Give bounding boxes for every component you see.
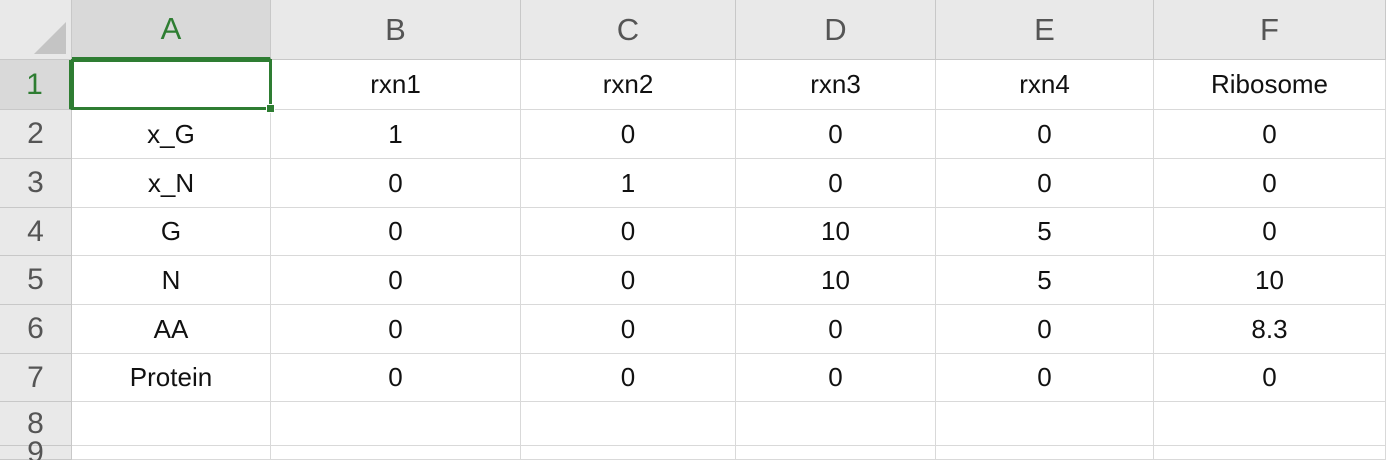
cell-a4[interactable]: G: [72, 208, 271, 256]
cell-c8[interactable]: [521, 402, 736, 446]
cell-f4[interactable]: 0: [1154, 208, 1386, 256]
cell-c5[interactable]: 0: [521, 256, 736, 305]
cell-a8[interactable]: [72, 402, 271, 446]
cell-e9[interactable]: [936, 446, 1154, 460]
cell-a9[interactable]: [72, 446, 271, 460]
column-header-d[interactable]: D: [736, 0, 936, 60]
cell-c4[interactable]: 0: [521, 208, 736, 256]
cell-a5[interactable]: N: [72, 256, 271, 305]
cell-d9[interactable]: [736, 446, 936, 460]
cell-f9[interactable]: [1154, 446, 1386, 460]
cell-a6[interactable]: AA: [72, 305, 271, 354]
row-header-6[interactable]: 6: [0, 305, 72, 354]
row-header-1[interactable]: 1: [0, 60, 72, 110]
row-header-4[interactable]: 4: [0, 208, 72, 256]
select-all-corner[interactable]: [0, 0, 72, 60]
cell-e2[interactable]: 0: [936, 110, 1154, 159]
cell-d8[interactable]: [736, 402, 936, 446]
row-header-5[interactable]: 5: [0, 256, 72, 305]
cell-f8[interactable]: [1154, 402, 1386, 446]
cell-b6[interactable]: 0: [271, 305, 521, 354]
cell-d7[interactable]: 0: [736, 354, 936, 402]
cell-d5[interactable]: 10: [736, 256, 936, 305]
column-header-f[interactable]: F: [1154, 0, 1386, 60]
cell-f3[interactable]: 0: [1154, 159, 1386, 208]
row-header-3[interactable]: 3: [0, 159, 72, 208]
cell-b7[interactable]: 0: [271, 354, 521, 402]
column-header-e[interactable]: E: [936, 0, 1154, 60]
cell-f7[interactable]: 0: [1154, 354, 1386, 402]
row-header-7[interactable]: 7: [0, 354, 72, 402]
cell-f5[interactable]: 10: [1154, 256, 1386, 305]
column-header-a[interactable]: A: [72, 0, 271, 60]
row-header-8[interactable]: 8: [0, 402, 72, 446]
cell-d1[interactable]: rxn3: [736, 60, 936, 110]
select-all-triangle-icon: [34, 22, 66, 54]
column-header-b[interactable]: B: [271, 0, 521, 60]
fill-handle[interactable]: [266, 104, 275, 113]
cell-c6[interactable]: 0: [521, 305, 736, 354]
cell-e8[interactable]: [936, 402, 1154, 446]
cell-b8[interactable]: [271, 402, 521, 446]
cell-f1[interactable]: Ribosome: [1154, 60, 1386, 110]
cell-c2[interactable]: 0: [521, 110, 736, 159]
cell-c9[interactable]: [521, 446, 736, 460]
cell-a7[interactable]: Protein: [72, 354, 271, 402]
cell-d2[interactable]: 0: [736, 110, 936, 159]
cell-e4[interactable]: 5: [936, 208, 1154, 256]
cell-a3[interactable]: x_N: [72, 159, 271, 208]
cell-b3[interactable]: 0: [271, 159, 521, 208]
cell-a2[interactable]: x_G: [72, 110, 271, 159]
column-header-c[interactable]: C: [521, 0, 736, 60]
cell-e3[interactable]: 0: [936, 159, 1154, 208]
cell-c1[interactable]: rxn2: [521, 60, 736, 110]
cell-c3[interactable]: 1: [521, 159, 736, 208]
cell-d6[interactable]: 0: [736, 305, 936, 354]
cell-e5[interactable]: 5: [936, 256, 1154, 305]
cell-d3[interactable]: 0: [736, 159, 936, 208]
cell-b9[interactable]: [271, 446, 521, 460]
cell-a1[interactable]: [72, 60, 271, 110]
cell-e7[interactable]: 0: [936, 354, 1154, 402]
cell-b1[interactable]: rxn1: [271, 60, 521, 110]
cell-e6[interactable]: 0: [936, 305, 1154, 354]
cell-e1[interactable]: rxn4: [936, 60, 1154, 110]
cell-b4[interactable]: 0: [271, 208, 521, 256]
cell-b5[interactable]: 0: [271, 256, 521, 305]
cell-b2[interactable]: 1: [271, 110, 521, 159]
cell-d4[interactable]: 10: [736, 208, 936, 256]
cell-f6[interactable]: 8.3: [1154, 305, 1386, 354]
cell-f2[interactable]: 0: [1154, 110, 1386, 159]
row-header-2[interactable]: 2: [0, 110, 72, 159]
cell-c7[interactable]: 0: [521, 354, 736, 402]
row-header-9[interactable]: 9: [0, 436, 72, 460]
